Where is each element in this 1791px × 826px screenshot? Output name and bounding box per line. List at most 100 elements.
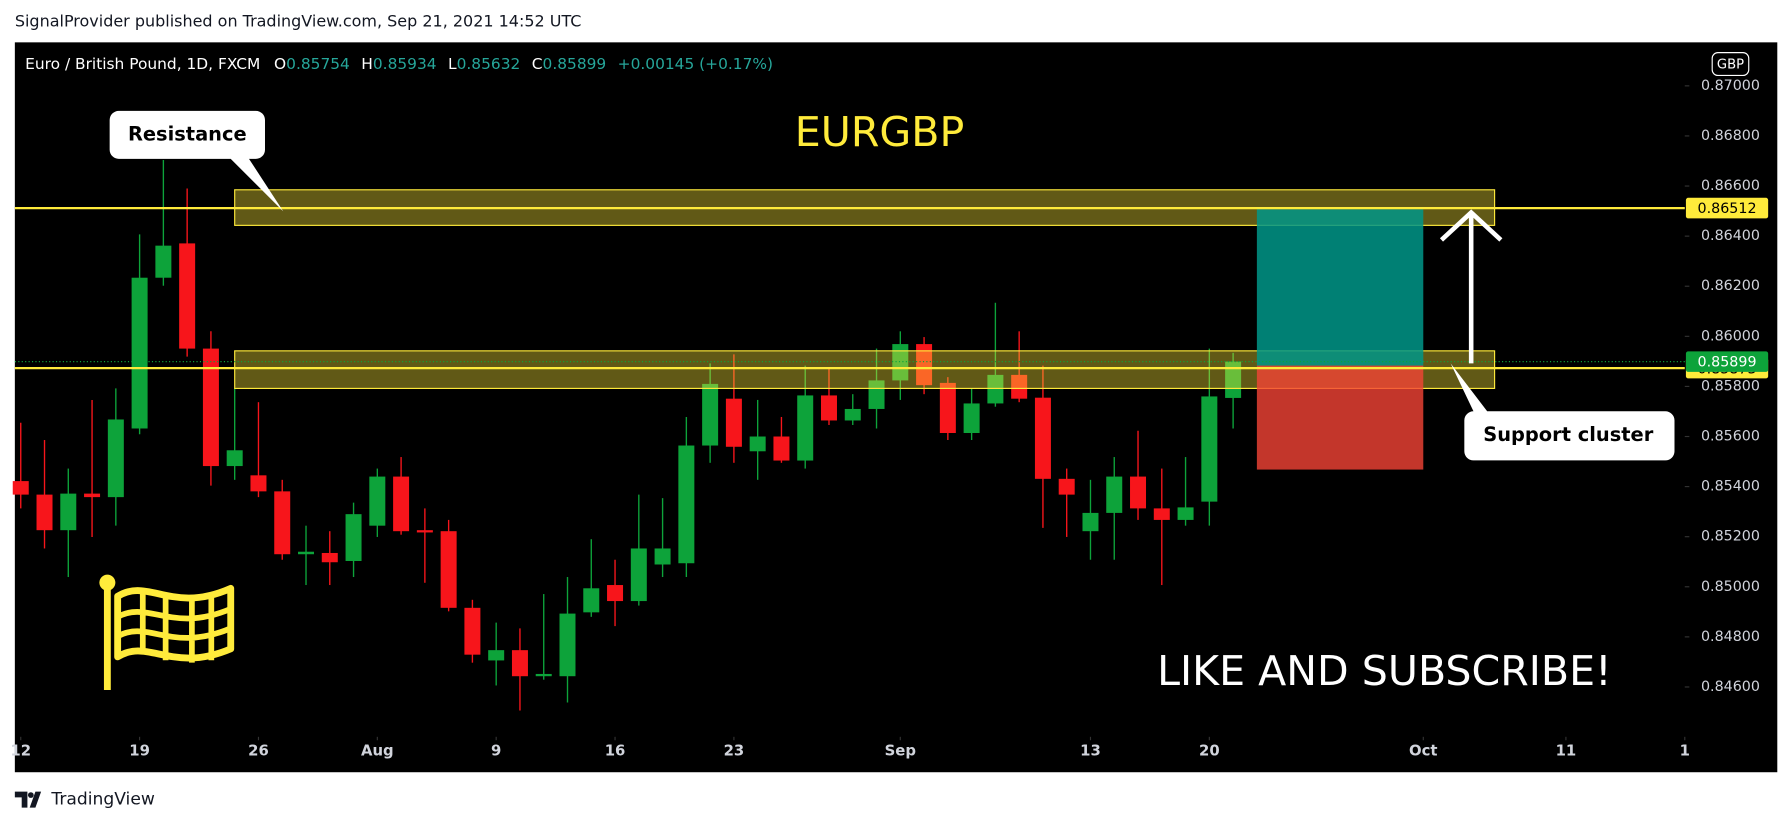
- candle-body: [1106, 476, 1123, 513]
- candle-body: [678, 445, 695, 564]
- y-tick-label: 0.86600: [1701, 178, 1760, 194]
- x-tick-label: 9: [491, 743, 501, 760]
- candle-body: [1201, 396, 1218, 502]
- candle-body: [393, 476, 410, 532]
- y-tick-label: 0.86200: [1701, 278, 1760, 294]
- candle-body: [773, 436, 790, 461]
- y-tick-label: 0.86000: [1701, 328, 1760, 344]
- resistance-callout: [109, 110, 284, 212]
- ohlc-key: L: [448, 55, 457, 73]
- candle-body: [107, 419, 124, 498]
- candle-body: [345, 514, 362, 561]
- candle-body: [12, 481, 29, 495]
- legend: Euro / British Pound, 1D, FXCM O0.85754 H0…: [25, 55, 773, 73]
- candle-body: [274, 491, 291, 555]
- candle-body: [892, 344, 909, 381]
- support-callout: [1450, 363, 1675, 461]
- candle-body: [607, 585, 624, 602]
- candle-body: [535, 673, 552, 677]
- y-tick-label: 0.85400: [1701, 479, 1760, 495]
- x-tick-label: 11: [1556, 743, 1577, 760]
- candle-body: [36, 494, 53, 531]
- candle-body: [511, 650, 528, 677]
- stop-zone: [1256, 365, 1424, 470]
- candle-body: [298, 551, 315, 555]
- candle-body: [1153, 508, 1170, 520]
- ohlc-value: 0.85899: [543, 55, 607, 73]
- x-tick-label: 12: [10, 743, 31, 760]
- x-tick-label: 1: [1680, 743, 1690, 760]
- candle-body: [916, 344, 933, 386]
- y-tick-label: 0.87000: [1701, 78, 1760, 94]
- candle-body: [583, 588, 600, 613]
- x-tick-label: 16: [605, 743, 626, 760]
- x-tick-label: Oct: [1409, 743, 1437, 760]
- price-label-box: [1685, 197, 1769, 219]
- y-tick-label: 0.86800: [1701, 128, 1760, 144]
- currency: GBP: [1717, 58, 1744, 73]
- candle-body: [131, 277, 148, 429]
- candle-body: [1130, 476, 1147, 509]
- candle-body: [464, 607, 481, 655]
- candle-body: [702, 383, 719, 446]
- candle-body: [226, 450, 243, 467]
- candle-body: [179, 243, 196, 349]
- symbol: Euro / British Pound, 1D, FXCM: [25, 55, 260, 73]
- candle-body: [488, 650, 505, 661]
- candle-body: [654, 548, 671, 565]
- x-tick-label: 26: [248, 743, 269, 760]
- candle-body: [369, 476, 386, 526]
- ohlc-value: 0.85934: [373, 55, 437, 73]
- ohlc-key: H: [361, 55, 373, 73]
- y-tick-label: 0.85800: [1701, 378, 1760, 394]
- ohlc-value: 0.85632: [457, 55, 521, 73]
- candle-body: [1034, 397, 1051, 479]
- candle-body: [987, 374, 1004, 404]
- candle-body: [820, 395, 837, 421]
- y-tick-label: 0.86400: [1701, 228, 1760, 244]
- candle-body: [1177, 507, 1194, 520]
- tradingview-logo: [14, 791, 42, 808]
- ohlc-key: O: [274, 55, 286, 73]
- plot: 0.84600 0.84800 0.85000 0.85200 0.85400 0.856…: [10, 52, 1769, 760]
- x-tick-label: 20: [1199, 743, 1220, 760]
- price-label: 0.86512: [1698, 201, 1757, 217]
- arrow: [1439, 209, 1503, 364]
- x-tick-label: Sep: [885, 743, 916, 760]
- candle-body: [749, 436, 766, 452]
- candle-body: [60, 493, 77, 531]
- candle-body: [1058, 478, 1075, 495]
- candle-body: [630, 548, 647, 602]
- chart-title: EURGBP: [795, 108, 964, 156]
- y-tick-label: 0.84600: [1701, 679, 1760, 695]
- candle-body: [939, 382, 956, 434]
- y-tick-label: 0.85000: [1701, 579, 1760, 595]
- publish-info: SignalProvider published on TradingView.…: [15, 11, 582, 30]
- candle-body: [725, 398, 742, 447]
- candle-body: [559, 613, 576, 677]
- candle-body: [416, 530, 433, 533]
- candle-body: [84, 493, 101, 498]
- flag-icon: [99, 574, 235, 690]
- candle-body: [797, 395, 814, 461]
- annotation: LIKE AND SUBSCRIBE!: [1157, 647, 1611, 695]
- candle-body: [1082, 512, 1099, 532]
- candle-body: [155, 245, 172, 278]
- currency-button: [1711, 52, 1750, 77]
- ohlc-value: 0.85754: [286, 55, 350, 73]
- x-tick-label: Aug: [361, 743, 394, 760]
- ohlc-key: C: [532, 55, 543, 73]
- x-tick-label: 23: [724, 743, 745, 760]
- candle-body: [963, 403, 980, 434]
- price-label: 0.85899: [1698, 355, 1757, 371]
- y-tick-label: 0.85600: [1701, 429, 1760, 445]
- candle-body: [844, 408, 861, 421]
- y-tick-label: 0.85200: [1701, 529, 1760, 545]
- change: +0.00145 (+0.17%): [618, 55, 773, 73]
- price-label-box: [1685, 351, 1769, 372]
- target-zone: [1256, 209, 1424, 366]
- annotation: Resistance: [128, 122, 247, 145]
- brand: TradingView: [50, 790, 154, 810]
